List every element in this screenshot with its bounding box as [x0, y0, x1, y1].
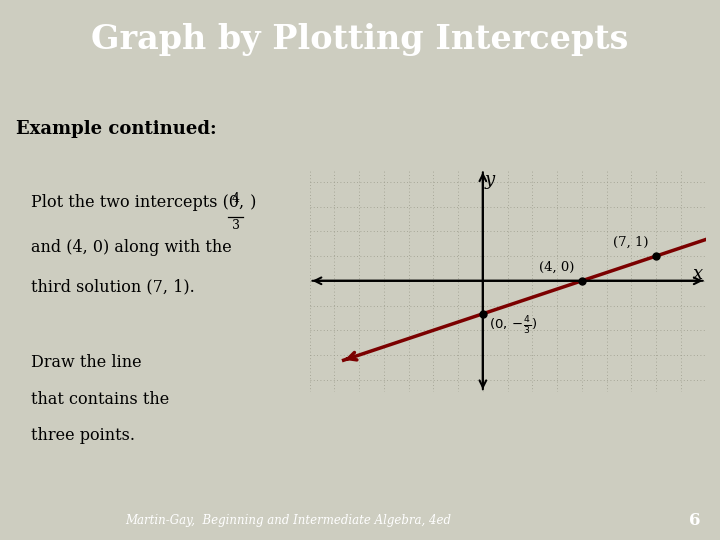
Text: $(0, -\!\frac{4}{3})$: $(0, -\!\frac{4}{3})$	[489, 315, 537, 337]
Text: ): )	[245, 194, 256, 211]
Text: Plot the two intercepts (0,: Plot the two intercepts (0,	[32, 194, 250, 211]
Text: 3: 3	[232, 219, 240, 232]
Text: Graph by Plotting Intercepts: Graph by Plotting Intercepts	[91, 23, 629, 57]
Text: Martin-Gay,  Beginning and Intermediate Algebra, 4ed: Martin-Gay, Beginning and Intermediate A…	[125, 514, 451, 527]
Text: 4: 4	[232, 192, 240, 205]
Text: and (4, 0) along with the: and (4, 0) along with the	[32, 239, 232, 256]
Text: (7, 1): (7, 1)	[613, 236, 649, 249]
Text: 6: 6	[689, 512, 701, 529]
Text: y: y	[485, 171, 495, 188]
Text: Example continued:: Example continued:	[17, 120, 217, 138]
Text: (4, 0): (4, 0)	[539, 261, 575, 274]
Text: x: x	[693, 265, 703, 283]
Text: three points.: three points.	[32, 428, 135, 444]
Text: Draw the line: Draw the line	[32, 354, 142, 371]
Text: third solution (7, 1).: third solution (7, 1).	[32, 278, 195, 295]
Text: that contains the: that contains the	[32, 390, 170, 408]
